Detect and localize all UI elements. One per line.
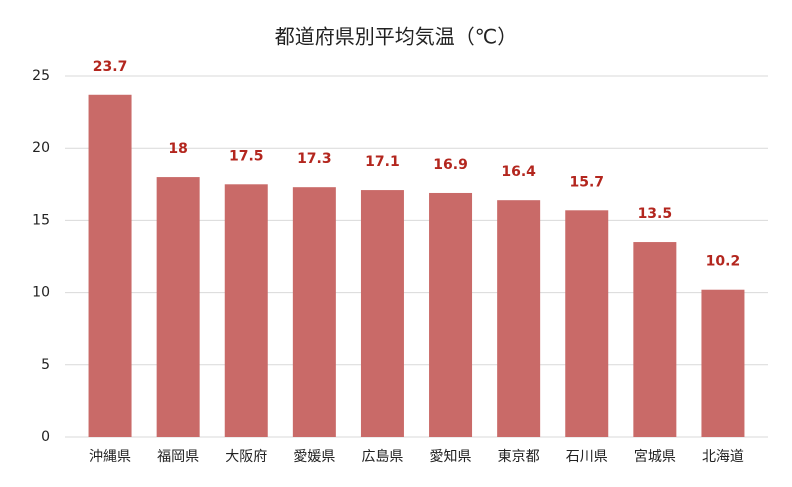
- bar: [565, 210, 609, 437]
- value-label: 17.5: [229, 148, 264, 164]
- y-tick-label: 15: [32, 212, 50, 228]
- x-tick-label: 北海道: [702, 449, 744, 465]
- bar: [292, 187, 336, 437]
- x-tick-label: 東京都: [498, 449, 540, 465]
- x-tick-label: 大阪府: [225, 449, 267, 465]
- value-label: 16.9: [433, 157, 468, 173]
- x-tick-label: 宮城県: [634, 449, 676, 465]
- bar: [156, 177, 200, 437]
- bar: [360, 190, 404, 437]
- x-tick-label: 沖縄県: [89, 449, 131, 465]
- bar: [701, 289, 745, 437]
- value-label: 17.3: [297, 151, 332, 167]
- bar: [633, 242, 677, 437]
- y-tick-label: 25: [32, 68, 50, 84]
- y-tick-label: 5: [41, 357, 50, 373]
- value-label: 18: [168, 141, 187, 157]
- value-label: 23.7: [93, 59, 128, 75]
- value-label: 10.2: [706, 254, 741, 270]
- x-tick-label: 愛媛県: [293, 449, 335, 465]
- x-tick-label: 広島県: [361, 449, 403, 465]
- value-label: 15.7: [569, 174, 604, 190]
- x-tick-label: 愛知県: [430, 448, 472, 465]
- y-tick-label: 20: [32, 140, 50, 156]
- value-label: 16.4: [501, 164, 536, 180]
- bar: [224, 184, 268, 437]
- chart-title: 都道府県別平均気温（℃）: [275, 25, 517, 49]
- y-tick-label: 0: [41, 429, 50, 445]
- bar: [497, 200, 541, 437]
- value-label: 17.1: [365, 154, 400, 170]
- value-label: 13.5: [638, 206, 673, 222]
- bar: [88, 94, 132, 437]
- x-tick-label: 石川県: [566, 449, 608, 465]
- x-tick-label: 福岡県: [157, 449, 199, 465]
- bar: [429, 192, 473, 437]
- y-tick-label: 10: [32, 285, 50, 301]
